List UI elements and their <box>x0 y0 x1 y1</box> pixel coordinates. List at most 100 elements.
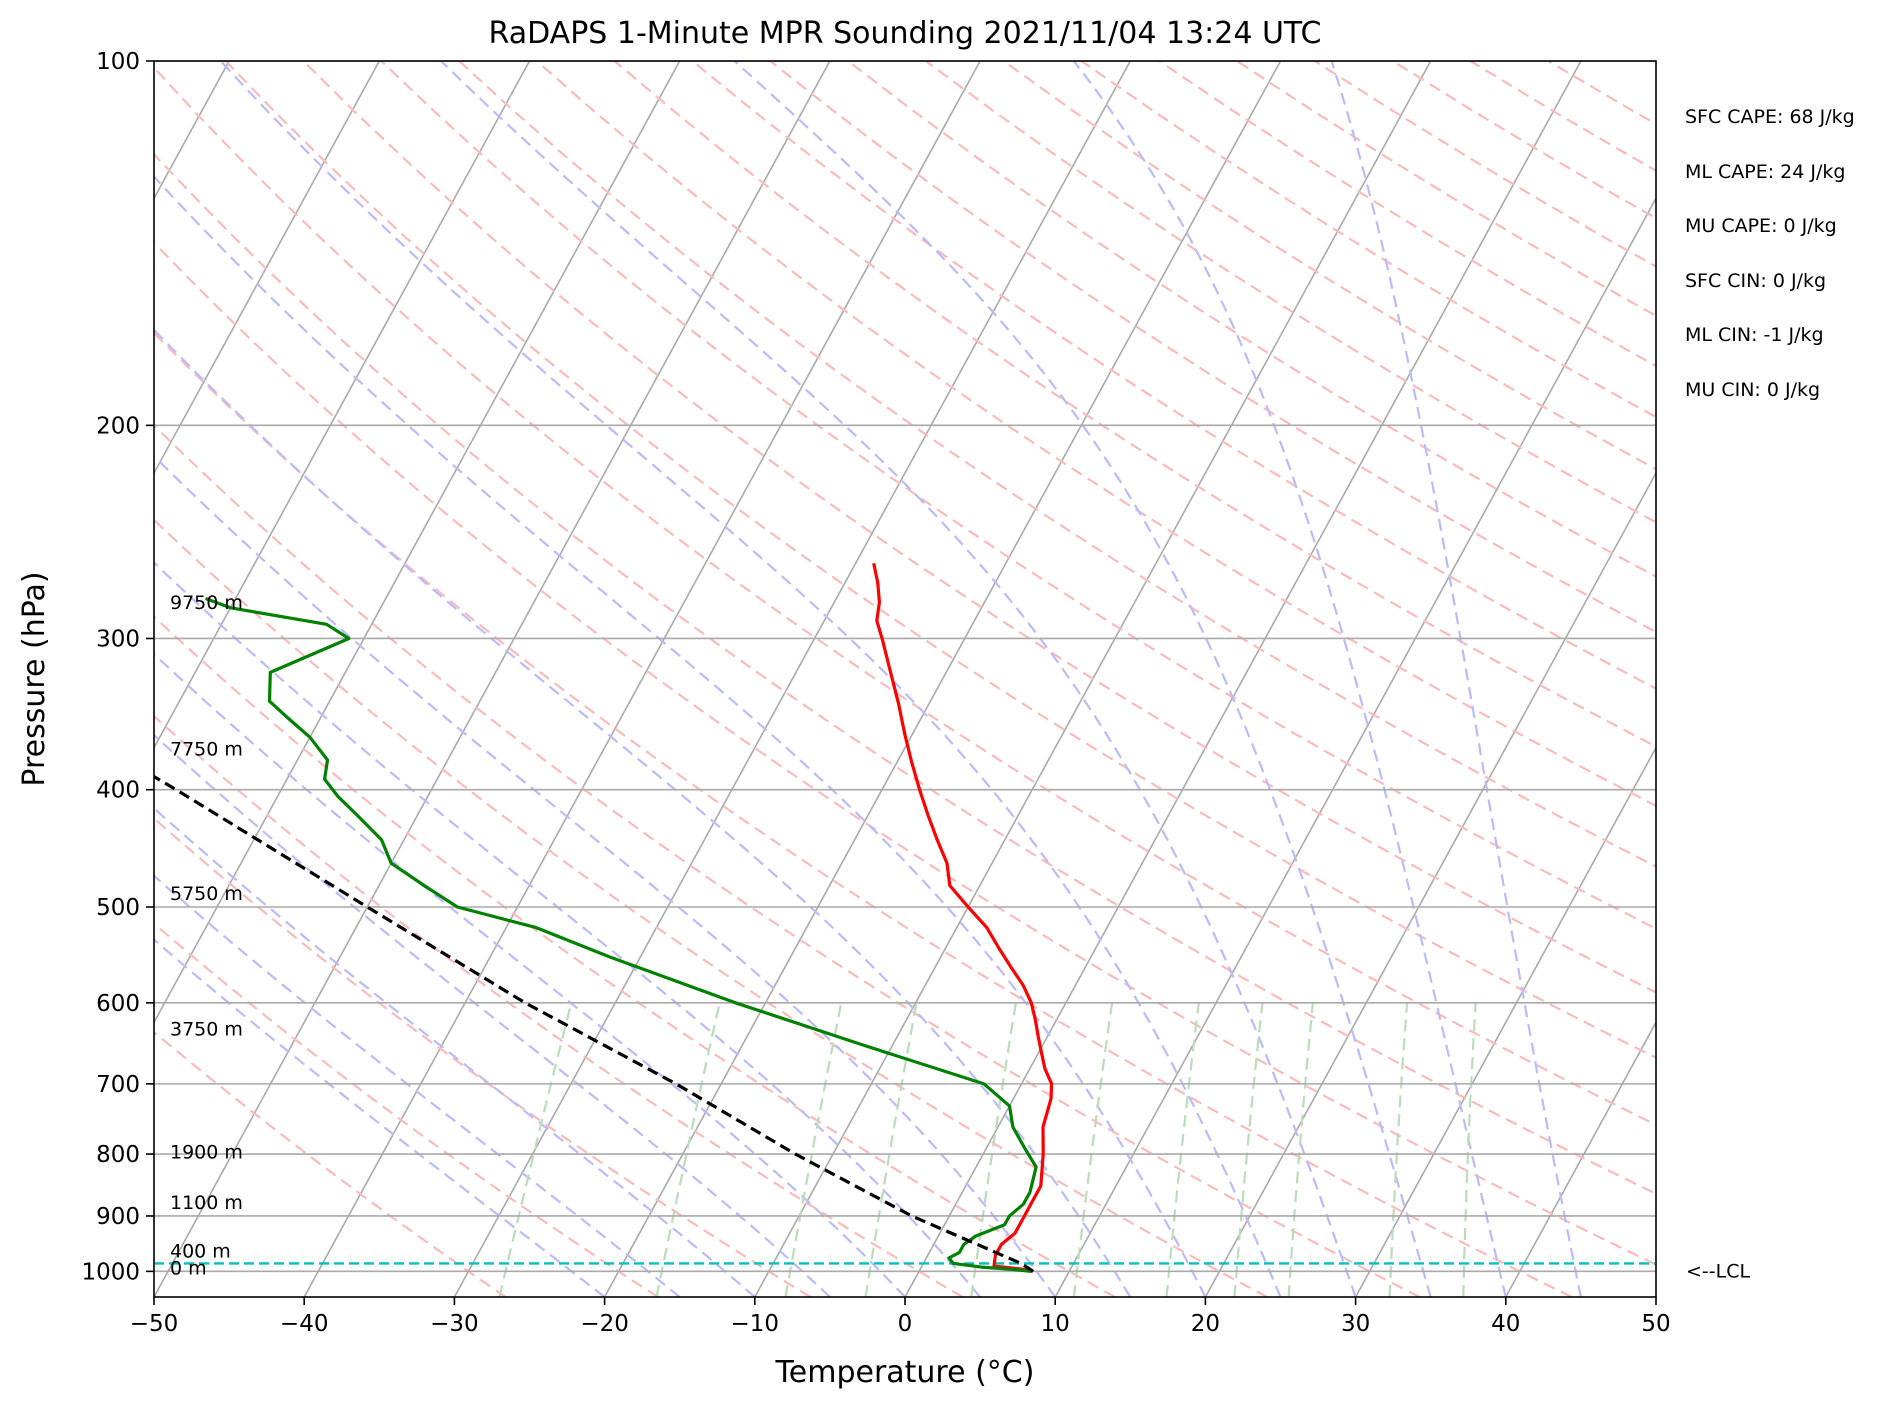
height-label: 3750 m <box>170 1018 243 1040</box>
dry-adiabat <box>302 61 1656 994</box>
x-tick-label: −50 <box>130 1311 179 1337</box>
moist-adiabat <box>154 454 1057 1297</box>
mixing-ratio-line <box>1287 1002 1314 1297</box>
dry-adiabat <box>154 714 964 1297</box>
y-axis-ticks: 1000 900 800 700 600 500 400 300 200 100 <box>81 49 154 1285</box>
pressure-gridlines <box>154 61 1656 1273</box>
isotherm <box>154 61 381 475</box>
moist-adiabat <box>154 328 1132 1297</box>
parameter-annotation: SFC CAPE: 68 J/kg <box>1685 106 1855 128</box>
mixing-ratio-line <box>970 1002 1017 1297</box>
mixing-ratio-line <box>1388 1002 1409 1297</box>
x-tick-label: −40 <box>280 1311 329 1337</box>
y-tick-label: 1000 <box>81 1259 140 1285</box>
y-tick-label: 300 <box>96 626 140 652</box>
x-tick-label: 10 <box>1041 1311 1070 1337</box>
mixing-ratio-line <box>655 1002 721 1297</box>
isotherm <box>154 61 681 1025</box>
y-tick-label: 600 <box>96 991 140 1017</box>
lcl-label-group: <--LCL <box>1686 1260 1750 1282</box>
height-label: 7750 m <box>170 739 243 761</box>
dry-adiabat <box>154 423 1420 1297</box>
x-tick-label: −20 <box>580 1311 629 1337</box>
y-tick-label: 800 <box>96 1142 140 1168</box>
x-axis-ticks: −50 −40 −30 −20 −10 0 10 20 30 40 50 <box>130 1297 1671 1337</box>
moist-adiabat <box>1330 61 1582 1297</box>
y-tick-label: 100 <box>96 49 140 75</box>
dry-adiabat <box>154 922 659 1297</box>
x-tick-label: 30 <box>1341 1311 1370 1337</box>
moist-adiabat <box>154 938 606 1297</box>
isotherm <box>1204 471 1656 1297</box>
dry-adiabat <box>224 61 1656 1059</box>
x-tick-label: 0 <box>898 1311 913 1337</box>
moist-adiabat <box>219 61 1282 1297</box>
mixing-ratio-line <box>1462 1002 1477 1297</box>
dewpoint-line <box>205 597 1038 1273</box>
dry-adiabat <box>154 615 1116 1297</box>
dry-adiabat <box>154 331 1573 1297</box>
isotherm <box>1054 196 1656 1297</box>
moist-adiabat <box>154 733 831 1297</box>
mixing-ratio-line <box>784 1002 843 1297</box>
height-label: 9750 m <box>170 592 243 614</box>
y-tick-label: 500 <box>96 895 140 921</box>
mixing-ratio-line <box>1165 1002 1200 1297</box>
parcel-path-line <box>154 774 1035 1273</box>
parameter-annotation: MU CIN: 0 J/kg <box>1685 378 1821 401</box>
series-lines <box>154 562 1054 1273</box>
x-tick-label: 20 <box>1191 1311 1220 1337</box>
y-tick-label: 700 <box>96 1072 140 1098</box>
isotherm <box>453 61 1132 1297</box>
y-tick-label: 200 <box>96 413 140 439</box>
moist-adiabat <box>1072 61 1507 1297</box>
temperature-line <box>872 562 1054 1273</box>
moist-adiabat <box>154 806 756 1297</box>
moist-adiabat <box>154 652 906 1297</box>
parameter-annotation: SFC CIN: 0 J/kg <box>1685 269 1827 292</box>
height-label: 5750 m <box>170 883 243 905</box>
mixing-ratio-line <box>498 1002 573 1297</box>
mixing-ratio-line <box>1072 1002 1114 1297</box>
x-tick-label: 50 <box>1641 1311 1670 1337</box>
moist-adiabat <box>154 175 1207 1297</box>
dry-adiabat <box>154 518 1268 1297</box>
parameter-annotation: ML CIN: -1 J/kg <box>1685 324 1824 347</box>
height-label: 1100 m <box>170 1192 243 1214</box>
x-tick-label: 40 <box>1491 1311 1520 1337</box>
dry-adiabat <box>154 152 1656 1196</box>
isotherm <box>154 61 831 1297</box>
dry-adiabat <box>847 61 1656 578</box>
isotherm <box>154 61 531 750</box>
plot-frame <box>153 60 1657 1298</box>
isotherm <box>1505 1020 1656 1297</box>
height-label: 400 m <box>170 1240 231 1262</box>
lcl-label: <--LCL <box>1686 1260 1750 1282</box>
mixing-ratio-line <box>864 1002 918 1297</box>
isotherm <box>904 61 1582 1297</box>
moist-adiabat <box>154 561 981 1297</box>
y-tick-label: 900 <box>96 1204 140 1230</box>
parameter-annotation: ML CAPE: 24 J/kg <box>1685 160 1846 183</box>
isotherm <box>1354 745 1656 1297</box>
height-labels: 9750 m 7750 m 5750 m 3750 m 1900 m 1100 m 400 … <box>170 592 243 1279</box>
height-label: 0 m <box>170 1258 207 1280</box>
dry-adiabat <box>154 66 1656 1127</box>
chart-title: RaDAPS 1-Minute MPR Sounding 2021/11/04 … <box>489 16 1322 51</box>
dry-adiabat <box>154 241 1656 1266</box>
dry-adiabat <box>154 1030 507 1297</box>
x-tick-label: −30 <box>430 1311 479 1337</box>
isotherm <box>603 61 1282 1297</box>
moist-adiabat <box>154 874 681 1297</box>
x-axis-label: Temperature (°C) <box>775 1355 1035 1390</box>
dry-adiabat <box>536 61 1656 808</box>
dry-adiabat <box>613 61 1656 748</box>
moist-adiabat <box>733 61 1432 1297</box>
background-lines <box>154 61 1656 1297</box>
dry-adiabat <box>691 61 1656 690</box>
dry-adiabat <box>458 61 1656 868</box>
x-tick-label: −10 <box>731 1311 780 1337</box>
mixing-ratio-line <box>1233 1002 1264 1297</box>
height-label: 1900 m <box>170 1141 243 1163</box>
